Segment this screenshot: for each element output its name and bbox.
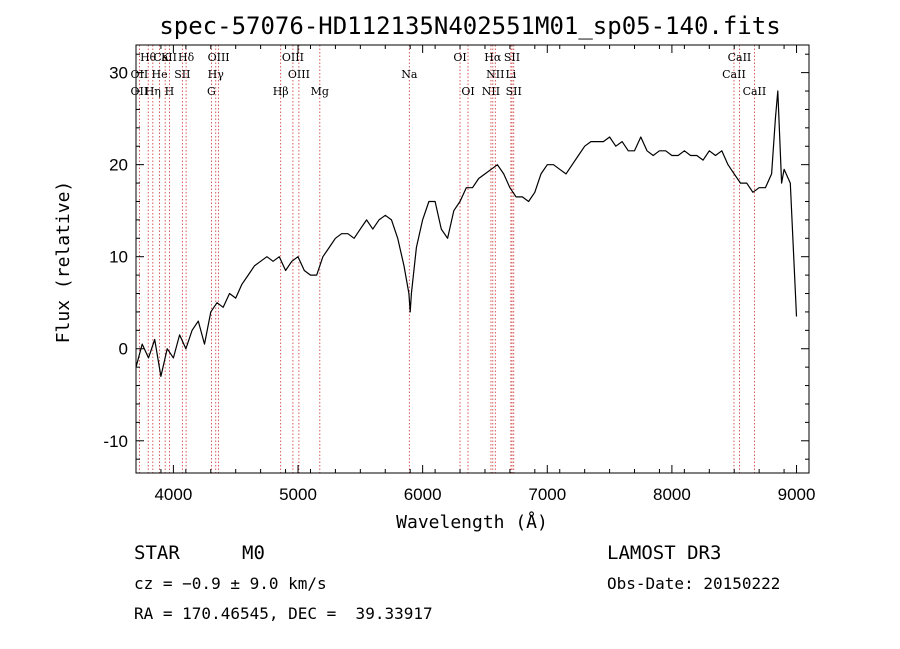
line-label: K [161,51,170,64]
line-label: CaII [728,51,752,64]
line-label: Hα [484,51,502,64]
y-tick-label: 30 [109,64,128,83]
y-axis-label: Flux (relative) [53,181,74,344]
coordinates: RA = 170.46545, DEC = 39.33917 [134,604,433,623]
line-label: OIII [282,51,304,64]
line-label: Hη [145,85,161,98]
survey-name: LAMOST DR3 [607,542,722,564]
x-axis-label: Wavelength (Å) [396,511,548,533]
chart-title: spec-57076-HD112135N402551M01_sp05-140.f… [159,12,780,40]
x-tick-label: 7000 [528,485,566,504]
line-label: Li [505,68,516,81]
plot-frame [135,44,810,474]
line-label: NII [486,68,504,81]
line-label: Hβ [273,85,289,98]
line-label: OI [453,51,466,64]
x-axis: 4000 5000 6000 7000 8000 9000 [135,45,816,504]
line-label: CaII [743,85,767,98]
y-tick-label: 20 [109,156,128,175]
y-axis: -10 0 10 20 30 [103,53,809,460]
spectral-line-markers [138,45,755,473]
observation-date: Obs-Date: 20150222 [607,574,781,593]
line-label: SII [504,51,520,64]
line-label: CaII [722,68,746,81]
line-label: Hδ [178,51,195,64]
x-tick-label: 9000 [778,485,816,504]
line-label: Mg [311,85,329,98]
line-label: Na [401,68,418,81]
y-tick-label: 10 [109,248,128,267]
object-class: STAR [134,542,180,564]
x-tick-label: 6000 [404,485,442,504]
y-tick-label: 0 [119,340,128,359]
x-tick-label: 4000 [154,485,192,504]
line-label: SII [506,85,522,98]
y-tick-label: -10 [103,432,128,451]
line-label: Hθ [140,51,157,64]
x-tick-label: 5000 [279,485,317,504]
line-label: SII [174,68,190,81]
line-label: OI [461,85,474,98]
line-label: OIII [208,51,230,64]
x-tick-label: 8000 [653,485,691,504]
line-label: He [152,68,168,81]
line-label: H [165,85,175,98]
redshift-velocity: cz = −0.9 ± 9.0 km/s [134,574,327,593]
line-label: G [207,85,216,98]
line-label: NII [482,85,500,98]
object-subclass: M0 [242,542,265,564]
line-label: OIII [288,68,310,81]
spectrum-series [135,90,798,377]
line-label: Hγ [208,68,225,81]
line-label: CaII [153,51,177,64]
series-line [135,90,798,377]
line-label: OII [131,68,149,81]
